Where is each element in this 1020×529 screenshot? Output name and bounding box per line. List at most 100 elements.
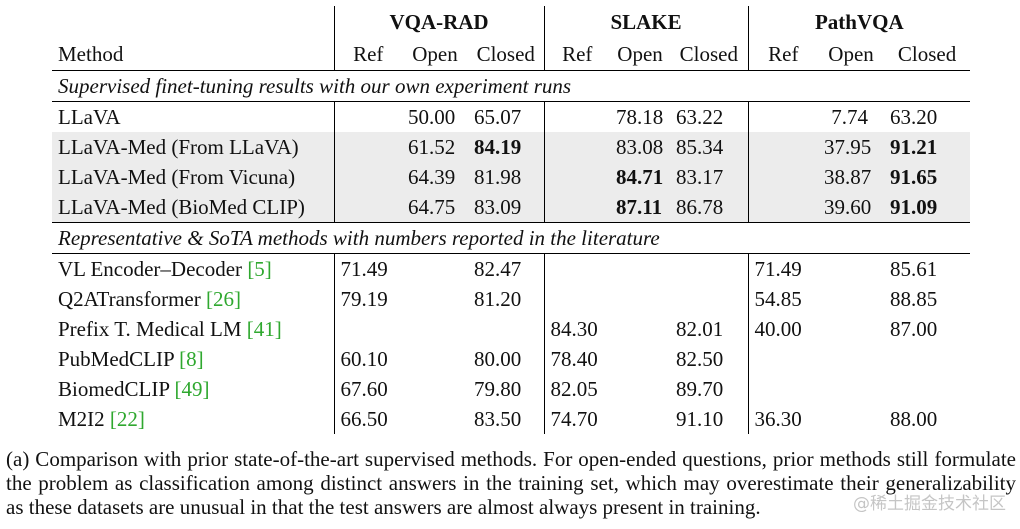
cell (333, 314, 402, 344)
cell (747, 344, 819, 374)
cell: 82.50 (676, 347, 724, 371)
results-table: VQA-RAD SLAKE PathVQA Method Ref Open Cl… (52, 6, 971, 434)
group-header: VQA-RAD (333, 6, 545, 38)
method-name: LLaVA-Med (From LLaVA) (52, 132, 334, 162)
cell: 38.87 (818, 162, 885, 192)
col-header: Closed (884, 38, 971, 71)
table-row: M2I2 [22] 66.50 83.50 74.70 91.10 36.30 … (52, 404, 970, 434)
cell (402, 254, 468, 285)
cell: 91.65 (884, 162, 971, 192)
watermark: @稀土掘金技术社区 (853, 494, 1006, 514)
cell: 40.00 (747, 314, 819, 344)
cell: 91.09 (884, 192, 971, 223)
cell (543, 284, 611, 314)
section-title-row: Representative & SoTA methods with numbe… (52, 222, 971, 254)
col-header: Open (818, 38, 885, 71)
group-header: SLAKE (543, 6, 749, 38)
cell (670, 254, 748, 285)
method-name: PubMedCLIP [8] (58, 347, 204, 371)
table-row: LLaVA-Med (From LLaVA) 61.52 84.19 83.08… (52, 132, 971, 162)
cell: 82.47 (474, 257, 522, 281)
method-name: BiomedCLIP [49] (58, 377, 210, 401)
cell (610, 254, 670, 285)
cell (610, 374, 670, 404)
cell: 82.01 (676, 317, 724, 341)
cell (333, 101, 402, 132)
cell: 86.78 (670, 192, 749, 223)
section-title: Supervised finet-tuning results with our… (52, 70, 971, 102)
cell (884, 344, 970, 374)
citation-link[interactable]: [8] (179, 347, 204, 371)
section-title-row: Supervised finet-tuning results with our… (52, 70, 971, 102)
col-header: Open (610, 38, 671, 71)
cell (543, 101, 611, 132)
cell: 91.10 (676, 407, 724, 431)
cell (747, 132, 819, 162)
cell: 71.49 (747, 253, 819, 284)
cell (333, 162, 402, 192)
cell (747, 374, 819, 404)
col-header: Open (402, 38, 468, 71)
cell (818, 344, 884, 374)
cell: 61.52 (402, 132, 468, 162)
col-header: Ref (333, 38, 402, 71)
col-header: Ref (747, 38, 819, 71)
citation-link[interactable]: [41] (246, 317, 282, 341)
cell: 7.74 (831, 105, 869, 129)
cell (818, 314, 884, 344)
cell: 83.50 (474, 407, 522, 431)
method-name: LLaVA-Med (BioMed CLIP) (52, 192, 334, 223)
column-header-row: Method Ref Open Closed Ref Open Closed R… (52, 38, 971, 71)
group-header: PathVQA (747, 6, 971, 38)
cell (610, 404, 670, 434)
cell (818, 254, 884, 285)
cell (747, 192, 819, 223)
cell: 64.39 (402, 162, 468, 192)
cell: 74.70 (543, 404, 611, 434)
cell: 79.80 (474, 377, 522, 401)
cell (543, 192, 611, 223)
citation-link[interactable]: [22] (109, 407, 145, 431)
cell (402, 404, 468, 434)
cell: 78.40 (543, 344, 611, 374)
cell: 84.19 (468, 132, 545, 162)
cell (610, 344, 670, 374)
cell (747, 162, 819, 192)
cell: 50.00 (408, 105, 456, 129)
citation-link[interactable]: [26] (205, 287, 241, 311)
method-name: LLaVA-Med (From Vicuna) (52, 162, 334, 192)
citation-link[interactable]: [5] (247, 257, 272, 281)
col-header: Closed (468, 38, 545, 71)
cell: 37.95 (818, 132, 885, 162)
table-row: Q2ATransformer [26] 79.19 81.20 54.85 88… (52, 284, 970, 314)
cell: 39.60 (818, 192, 885, 223)
cell: 84.71 (610, 162, 671, 192)
cell: 54.85 (747, 284, 819, 314)
table-row: BiomedCLIP [49] 67.60 79.80 82.05 89.70 (52, 374, 970, 404)
cell: 79.19 (333, 284, 402, 314)
method-name: M2I2 [22] (58, 407, 145, 431)
table-caption: (a) Comparison with prior state-of-the-a… (6, 447, 1016, 519)
citation-link[interactable]: [49] (174, 377, 210, 401)
cell: 66.50 (333, 404, 402, 434)
cell: 85.34 (670, 132, 749, 162)
cell (543, 162, 611, 192)
cell: 88.85 (890, 287, 938, 311)
table-row: Prefix T. Medical LM [41] 84.30 82.01 40… (52, 314, 970, 344)
cell: 64.75 (402, 192, 468, 223)
method-header: Method (52, 38, 334, 71)
method-name: VL Encoder–Decoder [5] (58, 257, 272, 281)
cell (402, 344, 468, 374)
cell: 80.00 (474, 347, 522, 371)
cell: 71.49 (333, 253, 402, 284)
section-title: Representative & SoTA methods with numbe… (52, 222, 971, 254)
cell (818, 404, 884, 434)
cell: 65.07 (474, 105, 522, 129)
cell: 83.09 (468, 192, 545, 223)
cell (610, 314, 670, 344)
cell (333, 132, 402, 162)
cell: 87.11 (610, 192, 671, 223)
table-row: VL Encoder–Decoder [5] 71.49 82.47 71.49… (52, 253, 970, 285)
cell (543, 132, 611, 162)
cell: 81.20 (474, 287, 522, 311)
